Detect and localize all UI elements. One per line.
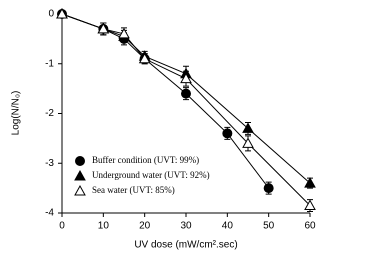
- x-tick-label: 60: [304, 221, 316, 232]
- y-tick-label: -1: [45, 58, 54, 69]
- data-point: [97, 22, 110, 34]
- x-axis-label: UV dose (mW/cm².sec): [134, 240, 237, 251]
- data-point: [263, 183, 274, 194]
- x-tick-label: 0: [59, 221, 65, 232]
- y-tick-label: 0: [48, 9, 54, 20]
- data-point: [180, 72, 192, 84]
- legend-label: Underground water (UVT: 92%): [92, 170, 210, 180]
- data-point: [56, 7, 68, 19]
- legend-marker: [74, 169, 86, 181]
- x-tick-label: 50: [263, 221, 275, 232]
- y-tick-label: -3: [45, 158, 54, 169]
- data-point: [242, 122, 254, 133]
- legend-marker: [75, 156, 85, 166]
- data-point: [304, 177, 316, 188]
- y-axis-label: Log(N/N₀): [11, 91, 22, 136]
- data-point: [222, 128, 233, 139]
- x-tick-label: 20: [139, 221, 151, 232]
- x-tick-label: 40: [222, 221, 234, 232]
- y-tick-label: -2: [45, 108, 54, 119]
- x-tick-label: 10: [98, 221, 110, 232]
- legend-marker: [74, 184, 86, 196]
- y-tick-label: -4: [45, 208, 54, 219]
- x-tick-label: 30: [180, 221, 192, 232]
- data-point: [138, 52, 151, 64]
- data-point: [304, 199, 316, 211]
- data-point: [118, 27, 130, 39]
- data-point: [181, 88, 191, 99]
- data-point: [242, 137, 254, 148]
- legend-label: Sea water (UVT: 85%): [92, 185, 175, 195]
- legend-label: Buffer condition (UVT: 99%): [92, 155, 199, 165]
